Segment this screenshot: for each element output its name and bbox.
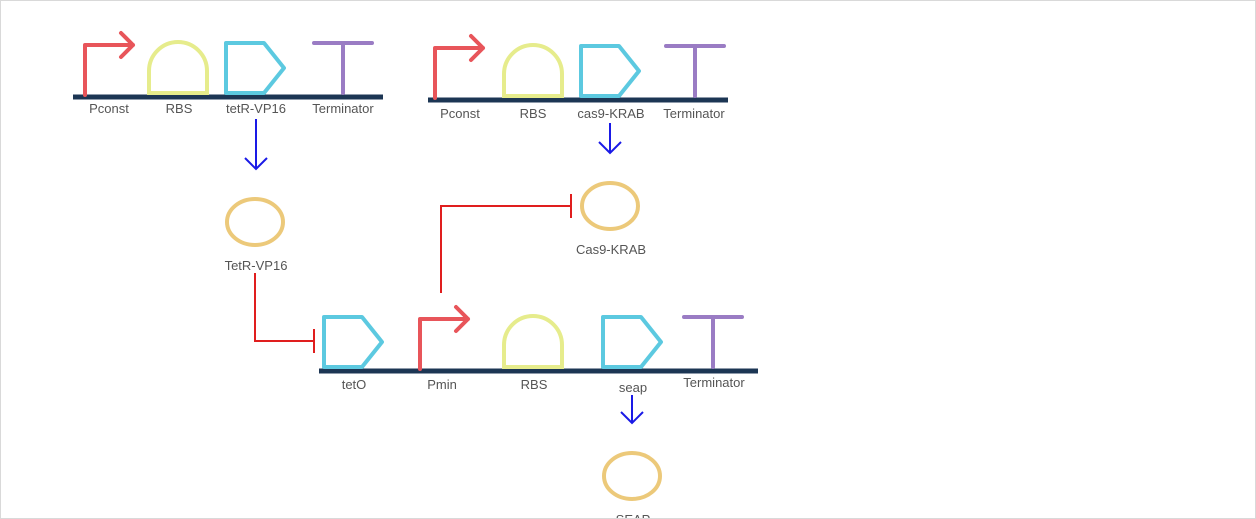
- construct-3-part-label-3: RBS: [520, 377, 548, 392]
- construct-3-part-label-4: seap: [618, 380, 648, 395]
- construct-3-cds-4-glyph: [601, 315, 663, 369]
- construct-1-rbs-2-glyph: [147, 40, 209, 95]
- construct-3-promoter-2-glyph: [418, 305, 470, 371]
- construct-1-terminator-4-glyph: [312, 41, 374, 95]
- construct-3-rbs-3-glyph: [502, 314, 564, 369]
- seap-protein-glyph: [602, 451, 662, 501]
- construct-3-part-label-2: Pmin: [427, 377, 457, 392]
- construct-3-terminator-5-glyph: [682, 315, 744, 369]
- construct-2-rbs-2-glyph: [502, 43, 564, 98]
- tetr-vp16-protein-label: TetR-VP16: [224, 258, 288, 273]
- expression-arrow-seap: [620, 395, 644, 425]
- repression-edge-pmin-to-cas9-krab: [440, 205, 570, 293]
- construct-1-part-label-4: Terminator: [312, 101, 374, 116]
- construct-2-part-label-4: Terminator: [663, 106, 725, 121]
- construct-1-cds-3-glyph: [224, 41, 286, 95]
- construct-3-part-label-5: Terminator: [683, 375, 745, 390]
- construct-1-part-label-1: Pconst: [89, 101, 129, 116]
- seap-protein-label: SEAP: [616, 512, 651, 518]
- construct-3-cds-1-glyph: [322, 315, 384, 369]
- construct-2-part-label-3: cas9-KRAB: [577, 106, 645, 121]
- construct-2-terminator-4-glyph: [664, 44, 726, 98]
- construct-2-part-label-2: RBS: [519, 106, 547, 121]
- construct-2-cds-3-glyph: [579, 44, 641, 98]
- cas9-krab-protein-glyph: [580, 181, 640, 231]
- expression-arrow-cas9-krab: [598, 123, 622, 155]
- expression-arrow-tetr-vp16: [244, 119, 268, 171]
- construct-1-part-label-2: RBS: [165, 101, 193, 116]
- construct-1-promoter-1-glyph: [83, 31, 135, 97]
- tetr-vp16-protein-glyph: [225, 197, 285, 247]
- cas9-krab-protein-label: Cas9-KRAB: [575, 242, 647, 257]
- construct-2-promoter-1-glyph: [433, 34, 485, 100]
- construct-2-part-label-1: Pconst: [440, 106, 480, 121]
- construct-3-part-label-1: tetO: [341, 377, 367, 392]
- construct-1-part-label-3: tetR-VP16: [226, 101, 286, 116]
- repression-edge-tetr-vp16-to-teto: [254, 273, 313, 342]
